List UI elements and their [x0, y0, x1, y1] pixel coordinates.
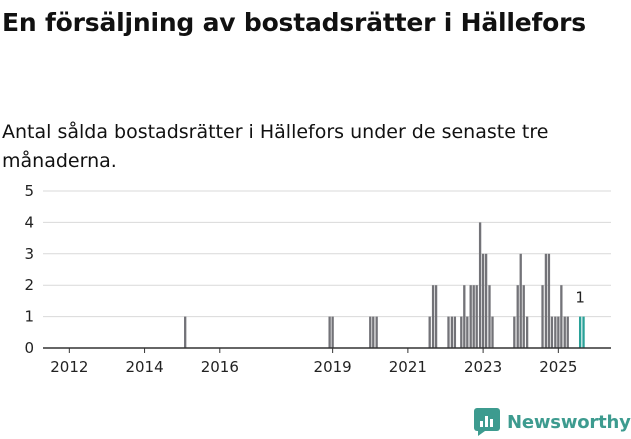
- bar-highlight: [578, 316, 582, 348]
- bar: [484, 253, 488, 348]
- bar: [331, 316, 334, 348]
- bar: [519, 253, 522, 348]
- bar-chart: 0 1 2 3 4 5 1 2012 2014 2016 2019 2021 2023 2025: [24, 182, 611, 376]
- bar: [475, 285, 478, 348]
- bar: [434, 285, 438, 348]
- bar: [547, 253, 551, 348]
- y-tick-label: 4: [24, 213, 34, 231]
- x-tick-label: 2014: [125, 358, 163, 376]
- data-labels: 1: [575, 289, 585, 307]
- y-tick-label: 3: [24, 245, 34, 263]
- x-tick-label: 2019: [314, 358, 352, 376]
- bar: [563, 316, 566, 348]
- bar: [469, 285, 472, 348]
- bar: [184, 316, 187, 348]
- x-axis-ticks: 2012 2014 2016 2019 2021 2023 2025: [50, 348, 577, 376]
- y-tick-label: 5: [24, 182, 34, 200]
- bar: [554, 316, 557, 348]
- bar: [375, 316, 378, 348]
- bar: [460, 316, 463, 348]
- bar: [557, 316, 560, 348]
- brand-name: Newsworthy: [507, 411, 631, 433]
- x-tick-label: 2025: [539, 358, 577, 376]
- chart-subtitle: Antal sålda bostadsrätter i Hällefors un…: [2, 121, 549, 172]
- bar: [522, 285, 525, 348]
- bar: [463, 285, 466, 348]
- x-tick-label: 2012: [50, 358, 88, 376]
- y-tick-label: 2: [24, 276, 34, 294]
- y-axis-ticks: 0 1 2 3 4 5: [24, 182, 34, 357]
- gridlines: [43, 190, 611, 318]
- bar: [450, 316, 454, 348]
- newsworthy-logo-icon: [474, 408, 500, 436]
- bar: [369, 316, 372, 348]
- bar: [431, 285, 435, 348]
- bar: [372, 316, 375, 348]
- bar: [541, 285, 544, 348]
- newsworthy-logo: Newsworthy: [474, 406, 631, 438]
- x-tick-label: 2023: [464, 358, 502, 376]
- bars: [184, 222, 585, 348]
- data-label: 1: [575, 289, 585, 307]
- bar: [566, 316, 569, 348]
- bar: [544, 253, 548, 348]
- chart-title: En försäljning av bostadsrätter i Hällef…: [2, 8, 586, 37]
- bar-highlight: [582, 316, 585, 348]
- bar: [453, 316, 457, 348]
- bar: [447, 316, 450, 348]
- x-tick-label: 2021: [389, 358, 427, 376]
- bar: [472, 285, 475, 348]
- bar: [481, 253, 485, 348]
- y-tick-label: 0: [24, 339, 34, 357]
- bar: [466, 316, 469, 348]
- x-tick-label: 2016: [201, 358, 239, 376]
- bar: [560, 285, 563, 348]
- bar: [478, 222, 482, 348]
- bar: [328, 316, 331, 348]
- bar: [525, 316, 529, 348]
- bar: [491, 316, 494, 348]
- bar: [550, 316, 554, 348]
- bar: [513, 316, 516, 348]
- bar: [516, 285, 519, 348]
- bar: [428, 316, 431, 348]
- y-tick-label: 1: [24, 308, 34, 326]
- bar: [488, 285, 491, 348]
